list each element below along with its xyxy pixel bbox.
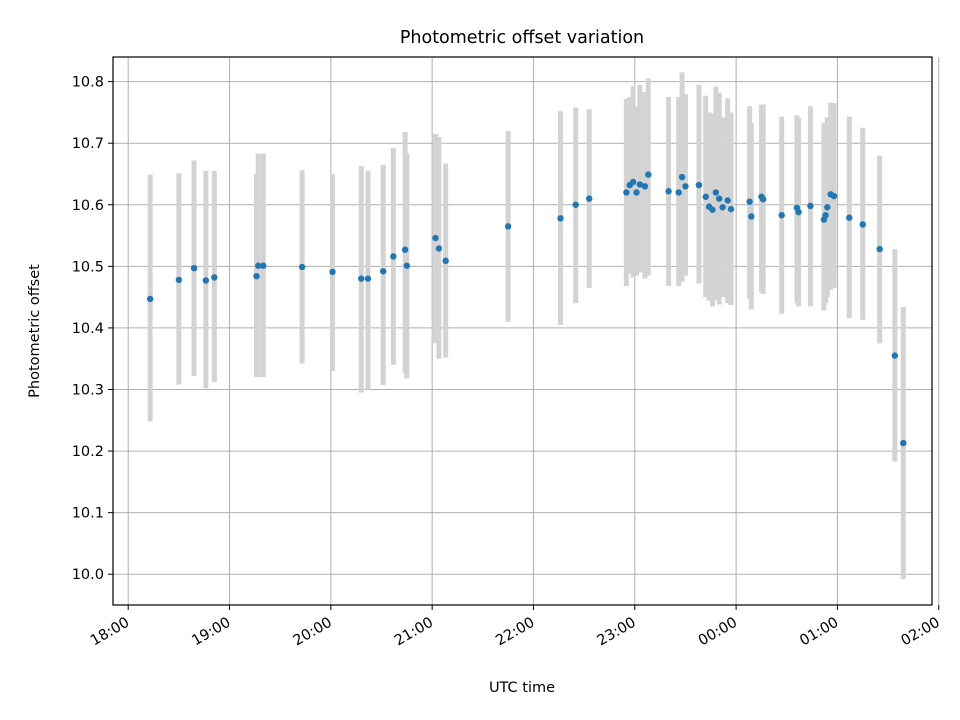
data-point bbox=[891, 352, 899, 359]
data-point bbox=[636, 181, 644, 188]
data-point bbox=[629, 178, 637, 186]
data-point bbox=[795, 208, 802, 216]
data-point bbox=[253, 273, 260, 280]
data-point bbox=[146, 295, 154, 303]
data-point bbox=[746, 198, 753, 205]
data-point bbox=[641, 183, 649, 190]
data-point bbox=[623, 189, 630, 196]
data-point bbox=[329, 268, 336, 276]
data-point bbox=[727, 205, 735, 213]
data-point bbox=[719, 204, 726, 211]
data-point bbox=[675, 189, 682, 196]
y-axis-label: Photometric offset bbox=[27, 264, 43, 398]
data-point bbox=[401, 246, 409, 253]
data-point bbox=[633, 189, 640, 196]
data-point bbox=[442, 257, 449, 265]
data-point bbox=[435, 245, 443, 252]
data-point bbox=[572, 201, 579, 208]
data-point bbox=[403, 262, 411, 269]
y-tick-label: 10.6 bbox=[72, 198, 104, 214]
data-point bbox=[202, 277, 210, 284]
x-axis-label: UTC time bbox=[489, 680, 555, 696]
data-point bbox=[716, 195, 723, 202]
y-tick-label: 10.8 bbox=[72, 75, 104, 91]
data-point bbox=[379, 268, 387, 275]
data-point bbox=[260, 262, 267, 269]
plot-frame bbox=[112, 56, 933, 606]
data-point bbox=[695, 181, 703, 189]
data-point bbox=[824, 204, 831, 211]
y-axis-ticks: 10.0 10.1 10.2 10.3 10.4 10.5 10.6 10.7 10.8 bbox=[72, 75, 113, 583]
data-point bbox=[390, 253, 397, 260]
y-tick-label: 10.5 bbox=[72, 259, 104, 275]
y-tick-label: 10.1 bbox=[72, 506, 104, 522]
data-point bbox=[712, 189, 720, 196]
data-point bbox=[298, 263, 306, 271]
y-tick-label: 10.0 bbox=[72, 567, 104, 583]
data-point bbox=[822, 212, 829, 219]
y-tick-label: 10.3 bbox=[72, 382, 104, 398]
data-point bbox=[504, 223, 512, 230]
data-point bbox=[900, 439, 907, 447]
data-point bbox=[211, 274, 218, 281]
data-points bbox=[146, 171, 907, 447]
data-point bbox=[432, 234, 439, 242]
y-tick-label: 10.2 bbox=[72, 444, 104, 460]
data-point bbox=[846, 214, 853, 221]
data-point bbox=[709, 206, 716, 213]
data-point bbox=[358, 275, 365, 282]
data-point bbox=[678, 173, 686, 181]
y-tick-label: 10.4 bbox=[72, 321, 104, 337]
data-point bbox=[748, 213, 755, 220]
chart-title: Photometric offset variation bbox=[400, 28, 644, 48]
data-point bbox=[702, 193, 709, 200]
data-point bbox=[364, 275, 372, 282]
y-tick-label: 10.7 bbox=[72, 136, 104, 152]
data-point bbox=[876, 245, 883, 253]
data-point bbox=[778, 212, 785, 219]
data-point bbox=[759, 196, 767, 203]
data-point bbox=[255, 262, 262, 269]
data-point bbox=[724, 197, 731, 204]
data-point bbox=[665, 188, 672, 195]
data-point bbox=[682, 183, 689, 190]
data-point bbox=[557, 215, 564, 222]
data-point bbox=[190, 264, 198, 272]
data-point bbox=[586, 195, 593, 202]
data-point bbox=[830, 192, 838, 200]
data-point bbox=[175, 276, 183, 284]
data-point bbox=[859, 221, 866, 228]
data-point bbox=[645, 171, 652, 178]
data-point bbox=[807, 202, 814, 210]
